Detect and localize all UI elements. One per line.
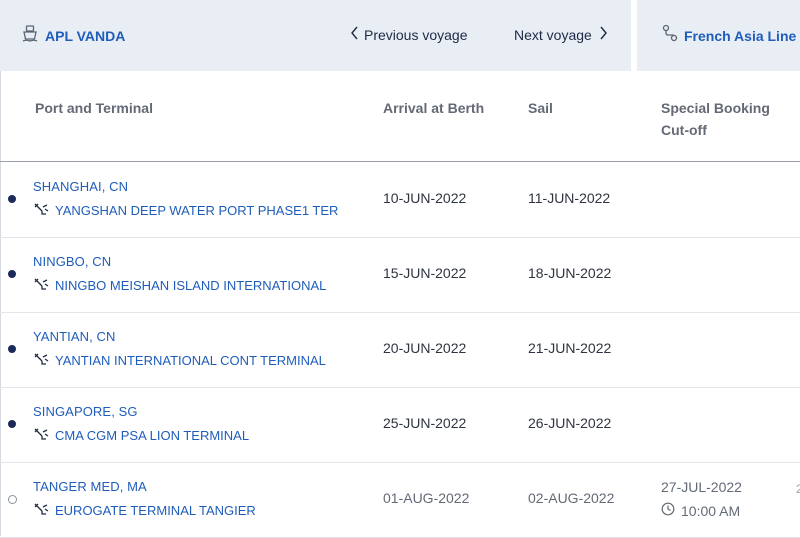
column-header-port: Port and Terminal — [35, 100, 153, 116]
cutoff-time: 10:00 AM — [661, 502, 740, 519]
terminal-crane-icon — [33, 352, 49, 369]
truncated-column-value: 2 — [796, 482, 800, 496]
previous-voyage-label: Previous voyage — [364, 26, 468, 43]
terminal-crane-icon — [33, 277, 49, 294]
next-voyage-label: Next voyage — [514, 26, 592, 43]
sail-date: 18-JUN-2022 — [528, 265, 612, 281]
sail-date: 21-JUN-2022 — [528, 340, 612, 356]
route-icon — [662, 24, 678, 47]
terminal-crane-icon — [33, 202, 49, 219]
port-city-link[interactable]: YANTIAN, CN — [33, 329, 116, 344]
header-divider — [631, 0, 637, 71]
port-city-link[interactable]: SINGAPORE, SG — [33, 404, 138, 419]
terminal-link[interactable]: EUROGATE TERMINAL TANGIER — [33, 502, 256, 519]
table-row: NINGBO, CN NINGBO MEISHAN ISLAND INTERNA… — [0, 237, 800, 313]
chevron-left-icon — [350, 26, 360, 43]
clock-icon — [661, 502, 675, 519]
schedule-table-header: Port and Terminal Arrival at Berth Sail … — [0, 71, 800, 162]
terminal-crane-icon — [33, 427, 49, 444]
vessel-link[interactable]: APL VANDA — [22, 24, 125, 47]
status-dot — [8, 195, 16, 203]
status-dot — [8, 495, 17, 504]
table-row: TANGER MED, MA EUROGATE TERMINAL TANGIER… — [0, 462, 800, 538]
terminal-name: YANGSHAN DEEP WATER PORT PHASE1 TER — [55, 203, 339, 218]
chevron-right-icon — [598, 26, 608, 43]
column-header-cutoff: Special Booking Cut-off — [661, 100, 770, 138]
port-city-link[interactable]: SHANGHAI, CN — [33, 179, 129, 194]
terminal-link[interactable]: YANGSHAN DEEP WATER PORT PHASE1 TER — [33, 202, 338, 219]
status-dot — [8, 270, 16, 278]
status-dot — [8, 420, 16, 428]
arrival-date: 10-JUN-2022 — [383, 190, 467, 206]
voyage-header: APL VANDA Previous voyage Next voyage — [0, 0, 800, 71]
service-panel: French Asia Line 3 — [637, 0, 800, 71]
cutoff-date: 27-JUL-2022 — [661, 479, 742, 495]
status-dot — [8, 345, 16, 353]
service-name: French Asia Line 3 — [684, 27, 800, 44]
arrival-date: 15-JUN-2022 — [383, 265, 467, 281]
sail-date: 26-JUN-2022 — [528, 415, 612, 431]
sail-date: 02-AUG-2022 — [528, 490, 615, 506]
previous-voyage-button[interactable]: Previous voyage — [350, 26, 468, 43]
arrival-date: 01-AUG-2022 — [383, 490, 470, 506]
port-city-link[interactable]: TANGER MED, MA — [33, 479, 147, 494]
terminal-name: CMA CGM PSA LION TERMINAL — [55, 428, 250, 443]
vessel-name: APL VANDA — [45, 27, 126, 44]
port-city-link[interactable]: NINGBO, CN — [33, 254, 112, 269]
ship-icon — [22, 24, 38, 47]
arrival-date: 20-JUN-2022 — [383, 340, 467, 356]
table-row: YANTIAN, CN YANTIAN INTERNATIONAL CONT T… — [0, 312, 800, 388]
terminal-crane-icon — [33, 502, 49, 519]
arrival-date: 25-JUN-2022 — [383, 415, 467, 431]
terminal-link[interactable]: NINGBO MEISHAN ISLAND INTERNATIONAL — [33, 277, 326, 294]
terminal-link[interactable]: CMA CGM PSA LION TERMINAL — [33, 427, 249, 444]
table-row: SINGAPORE, SG CMA CGM PSA LION TERMINAL … — [0, 387, 800, 463]
sail-date: 11-JUN-2022 — [528, 190, 611, 206]
next-voyage-button[interactable]: Next voyage — [514, 26, 608, 43]
terminal-name: YANTIAN INTERNATIONAL CONT TERMINAL — [55, 353, 326, 368]
column-header-sail: Sail — [528, 100, 553, 116]
table-row: SHANGHAI, CN YANGSHAN DEEP WATER PORT PH… — [0, 162, 800, 238]
cutoff-time-label: 10:00 AM — [681, 502, 741, 519]
table-left-border — [0, 71, 1, 536]
service-link[interactable]: French Asia Line 3 — [662, 24, 800, 47]
terminal-name: EUROGATE TERMINAL TANGIER — [55, 503, 256, 518]
terminal-name: NINGBO MEISHAN ISLAND INTERNATIONAL — [55, 278, 327, 293]
column-header-arrival: Arrival at Berth — [383, 100, 485, 116]
vessel-panel: APL VANDA Previous voyage Next voyage — [0, 0, 631, 71]
terminal-link[interactable]: YANTIAN INTERNATIONAL CONT TERMINAL — [33, 352, 326, 369]
